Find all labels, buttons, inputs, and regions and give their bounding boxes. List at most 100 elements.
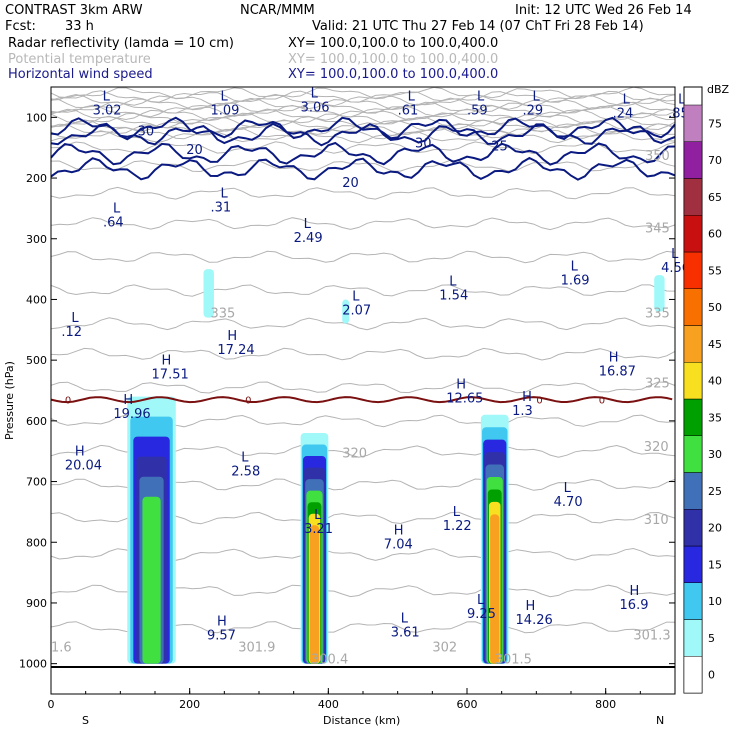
colorbar-level-label: 10 xyxy=(708,595,722,608)
x-axis-label: Distance (km) xyxy=(323,714,400,727)
extremum-value: .12 xyxy=(61,325,82,340)
extremum-value: 1.22 xyxy=(443,519,472,534)
y-tick-label: 100 xyxy=(26,111,47,124)
y-tick-label: 500 xyxy=(26,354,47,367)
theta-contour-label: 345 xyxy=(645,222,670,237)
extremum-value: .59 xyxy=(467,103,488,118)
freezing-level-label: 0 xyxy=(536,396,542,407)
wind-contour-label: 20 xyxy=(342,176,359,191)
extremum-value: .29 xyxy=(522,103,543,118)
freezing-level: 0 0 0 0 xyxy=(50,396,673,407)
colorbar-level-label: 70 xyxy=(708,154,722,167)
colorbar-swatch xyxy=(683,251,703,289)
extremum-value: 4.70 xyxy=(554,495,583,510)
colorbar-swatch xyxy=(683,582,703,620)
extremum-kind: L xyxy=(564,481,572,496)
extremum-kind: L xyxy=(220,186,228,201)
program-title: CONTRAST 3km ARW xyxy=(5,3,143,18)
theta-contour-label: 325 xyxy=(645,376,670,391)
extremum-value: 17.24 xyxy=(217,343,254,358)
extremum-value: 1.54 xyxy=(439,288,468,303)
theta-contour-label: 300.4 xyxy=(311,653,348,668)
colorbar-level-label: 45 xyxy=(708,338,722,351)
extremum-kind: L xyxy=(449,274,457,289)
reflectivity-cell xyxy=(142,496,161,664)
end-label-north: N xyxy=(656,714,664,727)
colorbar-level-label: 20 xyxy=(708,522,722,535)
freezing-level-label: 0 xyxy=(65,396,71,407)
field-xy-reflectivity: XY= 100.0,100.0 to 100.0,400.0 xyxy=(288,36,498,51)
extremum-kind: H xyxy=(526,599,536,614)
colorbar-level-label: 30 xyxy=(708,448,722,461)
colorbar-level-label: 50 xyxy=(708,301,722,314)
theta-contour xyxy=(50,186,676,200)
freezing-level-line xyxy=(50,396,673,404)
extremum-value: .64 xyxy=(103,216,124,231)
extremum-kind: H xyxy=(75,444,85,459)
theta-contour-label: 1.6 xyxy=(51,641,72,656)
theta-contour-label: 301.3 xyxy=(633,628,670,643)
extremum-kind: H xyxy=(217,614,227,629)
theta-contour xyxy=(50,217,676,231)
extremum-kind: H xyxy=(456,378,466,393)
extremum-kind: H xyxy=(609,350,619,365)
theta-contour xyxy=(50,97,676,111)
wind-contour-label: 20 xyxy=(186,143,203,158)
extremum-value: 1.3 xyxy=(512,404,533,419)
theta-contour-labels: 350 345 335 335 325 320 320 310 302 301.3 301.9 1.6… xyxy=(51,149,671,668)
fcst-label: Fcst: xyxy=(5,19,36,34)
field-xy-wind: XY= 100.0,100.0 to 100.0,400.0 xyxy=(288,67,498,82)
wind-contour-label: 30 xyxy=(415,137,432,152)
extremum-kind: L xyxy=(311,86,319,101)
colorbar-swatch xyxy=(683,362,703,400)
colorbar-level-label: 40 xyxy=(708,375,722,388)
wind-contour xyxy=(50,122,676,147)
theta-contour xyxy=(50,130,676,144)
reflectivity-cell xyxy=(654,275,665,312)
extremum-kind: H xyxy=(522,390,532,405)
extremum-value: 7.04 xyxy=(384,537,413,552)
extremum-value: 16.9 xyxy=(620,598,649,613)
reflectivity-cell xyxy=(490,514,500,664)
extremum-kind: H xyxy=(123,393,133,408)
theta-contour-label: 302 xyxy=(432,641,457,656)
x-tick-label: 400 xyxy=(318,698,339,711)
colorbar-level-label: 75 xyxy=(708,117,722,130)
extremum-kind: H xyxy=(162,353,172,368)
theta-contour xyxy=(50,108,676,122)
extremum-value: 12.65 xyxy=(446,392,483,407)
extrema-labels: L3.02L1.09L3.06L.61L.59L.29L.24L.85L.64L… xyxy=(61,86,690,643)
wind-contour xyxy=(50,116,676,141)
y-axis-label: Pressure (hPa) xyxy=(3,361,16,440)
reflectivity-cell xyxy=(342,299,350,324)
extremum-value: 3.06 xyxy=(301,100,330,115)
reflectivity-cell xyxy=(309,525,320,664)
colorbar-swatch xyxy=(683,545,703,583)
colorbar-level-label: 0 xyxy=(708,669,715,682)
extremum-kind: L xyxy=(241,450,249,465)
x-tick-label: 200 xyxy=(179,698,200,711)
theta-contour xyxy=(50,93,676,107)
extremum-kind: L xyxy=(71,311,79,326)
colorbar-swatch xyxy=(683,141,703,179)
theta-contour-label: 320 xyxy=(644,440,669,455)
extremum-value: 2.07 xyxy=(342,304,371,319)
colorbar-swatch xyxy=(683,435,703,473)
colorbar-swatch xyxy=(683,472,703,510)
colorbar: dBZ 0 5 10 15 20 25 30 35 40 45 50 55 60 65 70 75 xyxy=(683,83,730,694)
valid-time: Valid: 21 UTC Thu 27 Feb 14 (07 ChT Fri … xyxy=(312,19,644,34)
fcst-value: 33 h xyxy=(65,19,94,34)
extremum-kind: L xyxy=(103,89,111,104)
theta-contour xyxy=(50,381,676,394)
colorbar-level-label: 25 xyxy=(708,485,722,498)
extremum-kind: H xyxy=(227,329,237,344)
y-tick-label: 600 xyxy=(26,415,47,428)
field-name-reflectivity: Radar reflectivity (lamda = 10 cm) xyxy=(8,36,234,51)
extremum-value: .31 xyxy=(210,200,231,215)
freezing-level-label: 0 xyxy=(599,396,605,407)
theta-contour-label: 350 xyxy=(645,149,670,164)
colorbar-swatch xyxy=(683,215,703,253)
